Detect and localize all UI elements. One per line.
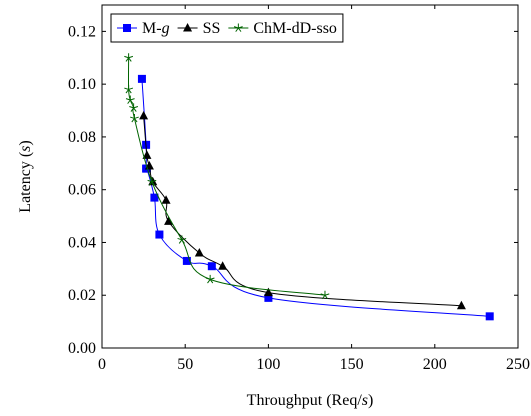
data-point-m-g [137,74,146,83]
data-point-chm-dd-sso [205,274,215,284]
series-ss [139,110,466,310]
data-point-m-g [155,230,164,239]
legend-marker-ss [183,23,193,32]
series-chm-dd-sso [124,53,330,300]
y-tick-label: 0.00 [68,340,96,357]
y-tick-label: 0.02 [68,287,96,304]
data-point-chm-dd-sso [124,53,134,62]
data-point-chm-dd-sso [320,290,330,300]
legend-label-ss: SS [203,20,221,37]
x-tick-label: 50 [177,356,193,373]
series-layer [124,53,494,321]
x-tick-label: 150 [340,356,364,373]
x-axis-label-suffix: ) [368,392,373,409]
y-tick-label: 0.06 [68,182,96,199]
data-point-chm-dd-sso [130,113,139,123]
data-point-ss [142,150,152,159]
legend-label-m-g-base: M- [142,20,162,37]
x-tick-label: 200 [423,356,447,373]
legend-box [110,13,344,43]
ticks-layer: 0 50 100 150 200 250 0.00 0.02 0.04 0.06 0.08 0.10 0… [68,5,530,373]
y-tick-label: 0.10 [68,76,96,93]
data-point-ss [456,300,466,310]
x-tick-label: 250 [506,356,530,373]
x-tick-label: 0 [98,356,106,373]
y-tick-label: 0.12 [68,23,96,40]
data-point-m-g [150,193,159,202]
data-point-m-g [207,262,216,271]
x-axis-label-prefix: Throughput (Req/ [247,392,363,409]
y-axis-label: Latency (s) [17,140,34,212]
y-tick-label: 0.08 [68,129,96,146]
data-point-chm-dd-sso [147,177,157,186]
legend-marker-chm-dd-sso [233,23,243,32]
data-point-chm-dd-sso [125,95,135,104]
y-axis-label-suffix: ) [17,140,34,145]
legend-label-m-g: M-g [142,20,170,37]
x-axis-label-unit: s [362,392,368,409]
data-point-chm-dd-sso [129,103,139,112]
data-point-ss [263,287,273,297]
x-tick-label: 100 [256,356,280,373]
data-point-m-g [182,256,191,265]
x-axis-label: Throughput (Req/s) [247,392,374,409]
data-point-chm-dd-sso [124,84,134,94]
legend-label-m-g-italic: g [162,20,170,37]
plot-frame [101,4,519,349]
y-axis-label-prefix: Latency ( [17,152,34,213]
data-point-ss [139,110,149,120]
data-point-chm-dd-sso [177,235,187,244]
legend-entries [117,23,249,32]
data-point-m-g [485,312,494,321]
data-point-ss [161,195,171,204]
legend: M-g SS ChM-dD-sso [110,13,344,43]
y-axis-label-unit: s [17,146,34,152]
data-point-ss [194,248,204,257]
data-point-ss [164,216,174,225]
legend-marker-m-g [123,24,131,32]
legend-label-chm-dd-sso: ChM-dD-sso [253,20,337,37]
y-tick-label: 0.04 [68,234,96,251]
data-point-ss [218,261,228,270]
data-point-m-g [264,293,273,302]
